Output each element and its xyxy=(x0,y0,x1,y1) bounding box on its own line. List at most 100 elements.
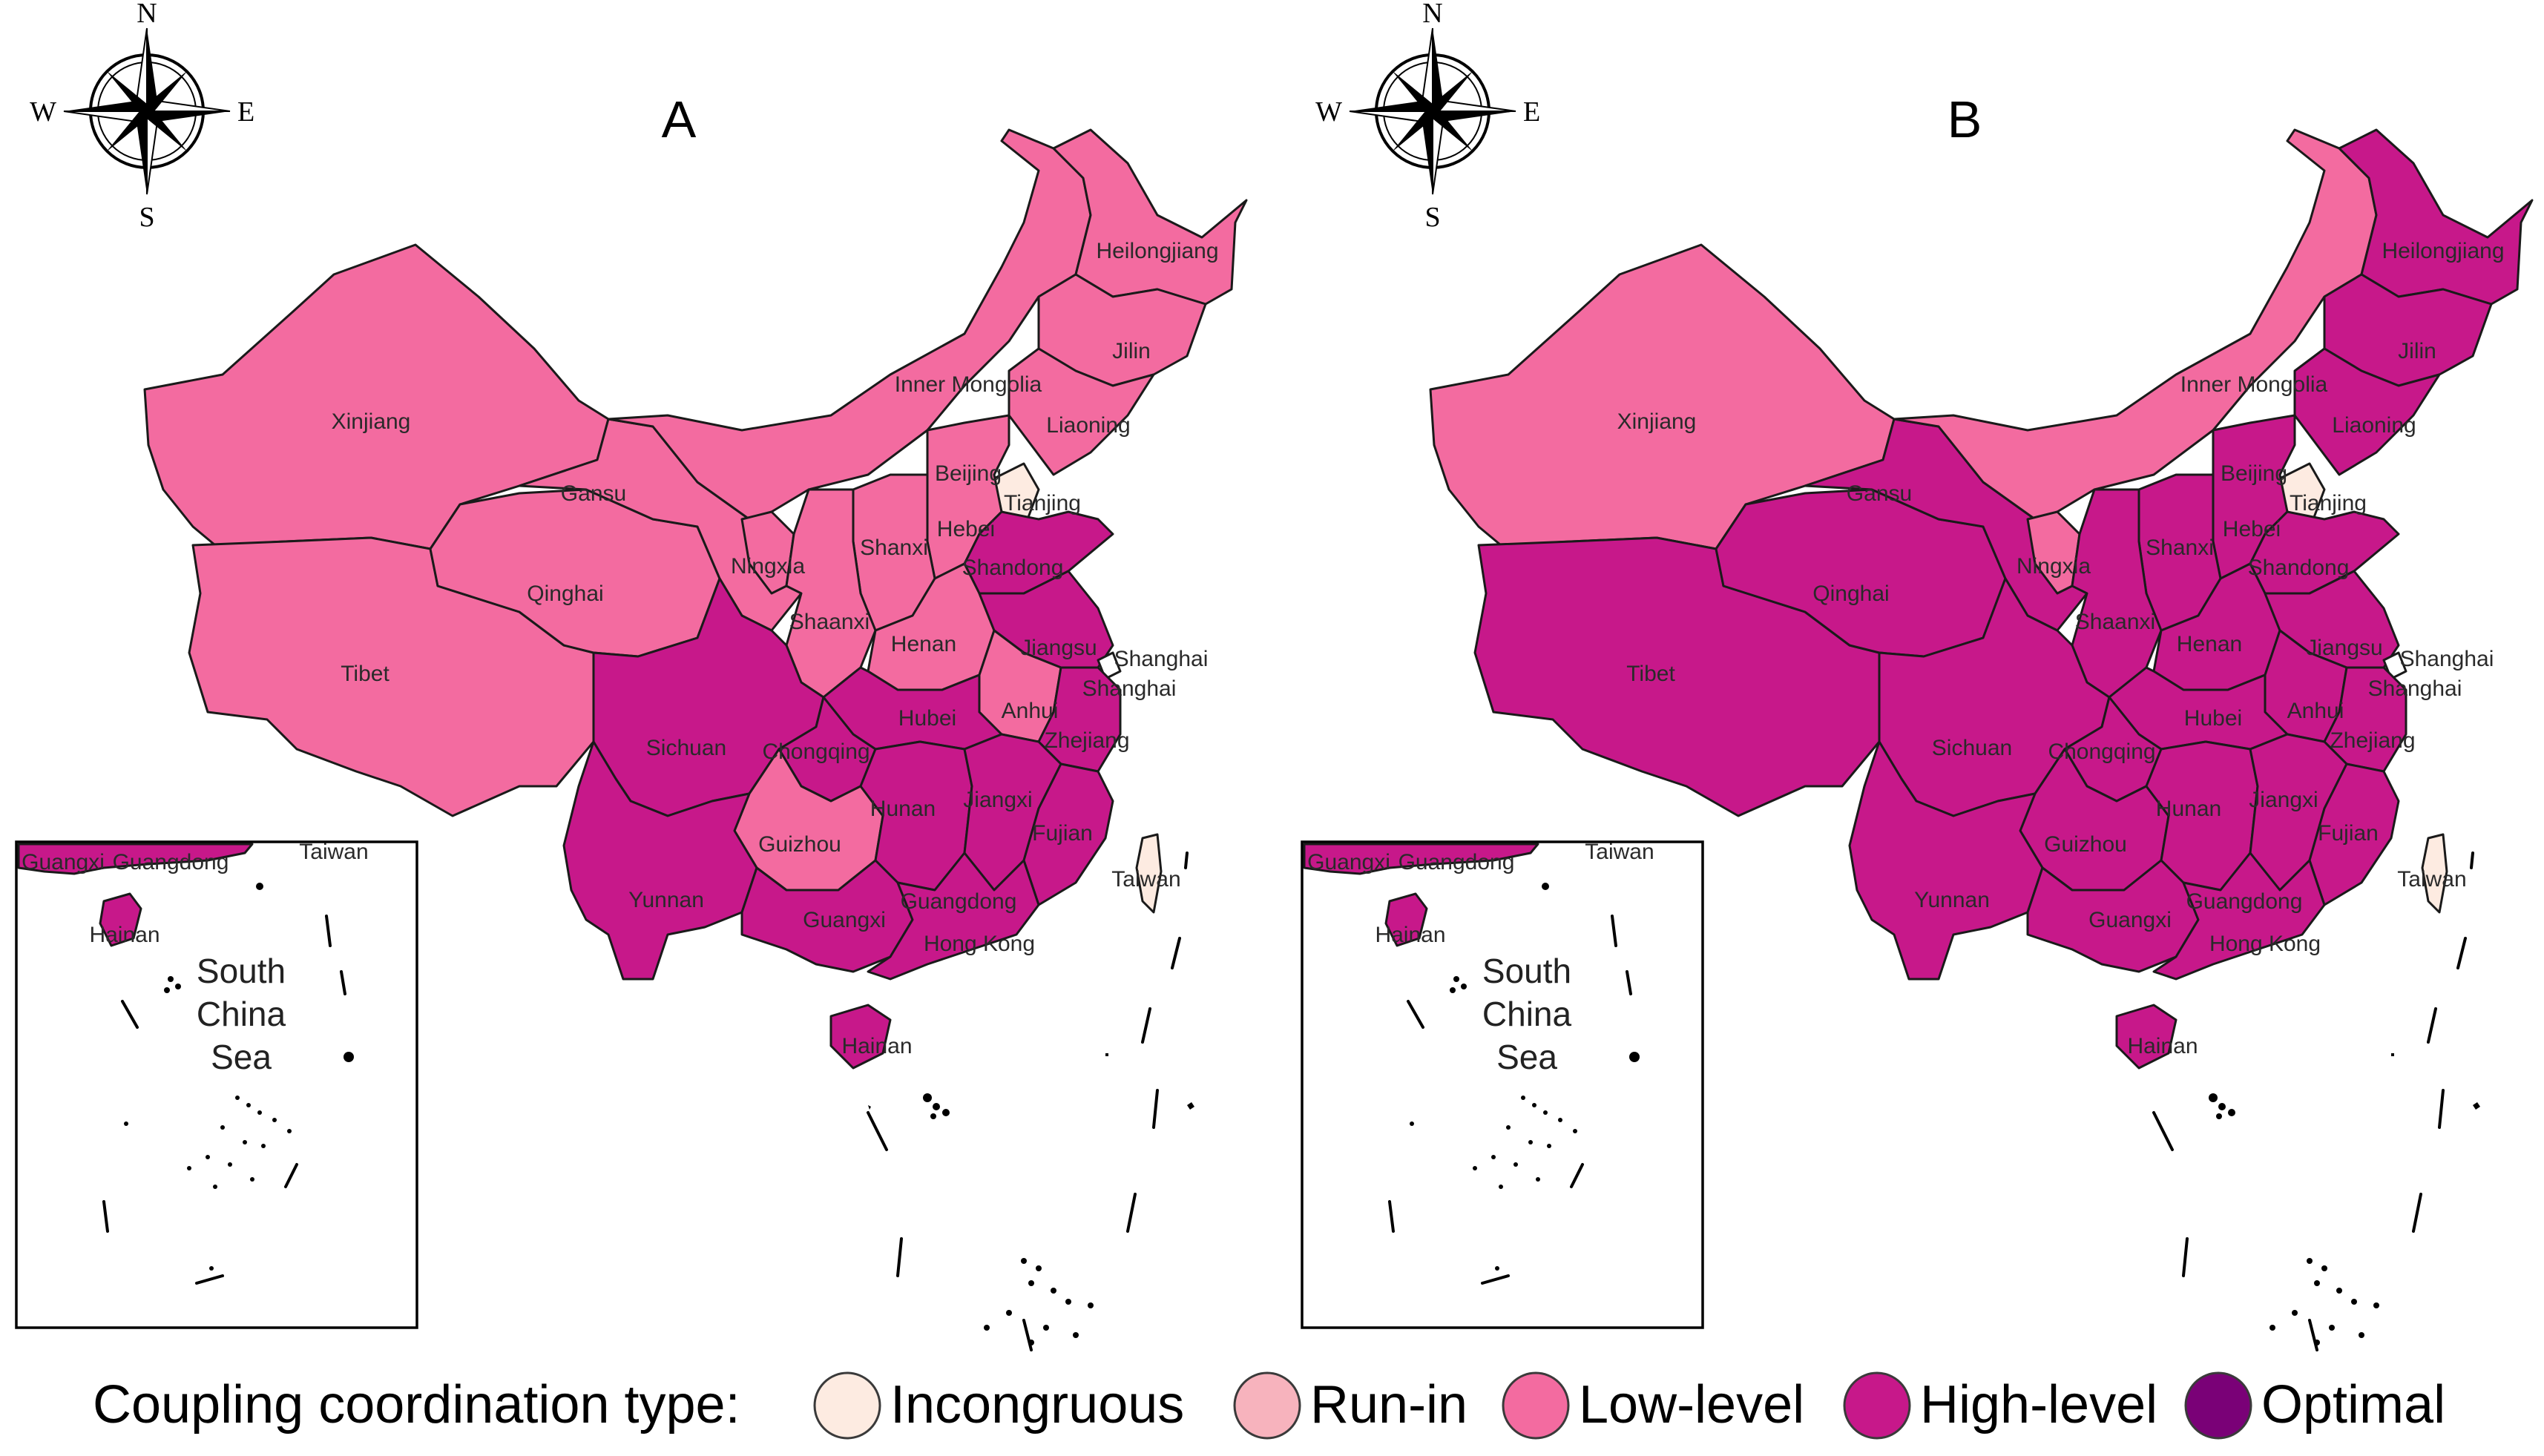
label-jiangsu: Jiangsu xyxy=(2306,636,2382,660)
label-shanxi: Shanxi xyxy=(860,536,928,560)
label-anhui: Anhui xyxy=(1002,699,1059,723)
region-labels: Heilongjiang Jilin Inner Mongolia Liaoni… xyxy=(332,239,1219,1058)
label-jiangsu: Jiangsu xyxy=(1020,636,1097,660)
label-ningxia: Ningxia xyxy=(2017,554,2091,579)
label-shanxi: Shanxi xyxy=(2146,536,2214,560)
label-shandong: Shandong xyxy=(962,556,1064,580)
map-panel-a: N S E W A xyxy=(15,0,1248,1351)
compass-s: S xyxy=(139,202,154,233)
inset-label-guangdong: Guangdong xyxy=(113,850,229,874)
region-taiwan xyxy=(1135,833,1163,914)
inset-hainan xyxy=(99,892,142,947)
label-shanghai-2: Shanghai xyxy=(2368,676,2462,701)
label-chongqing: Chongqing xyxy=(762,739,870,764)
legend-label-high-level: High-level xyxy=(1920,1375,2157,1434)
compass-n: N xyxy=(137,0,157,29)
inset-label-guangxi: Guangxi xyxy=(22,850,105,874)
legend-swatch-optimal xyxy=(2184,1371,2252,1440)
panel-letter: A xyxy=(662,90,697,148)
label-sichuan: Sichuan xyxy=(1932,736,2012,760)
label-hubei: Hubei xyxy=(898,706,956,731)
legend-swatch-incongruous xyxy=(813,1371,881,1440)
label-liaoning: Liaoning xyxy=(1046,413,1130,438)
legend-swatch-high-level xyxy=(1843,1371,1911,1440)
label-ningxia: Ningxia xyxy=(731,554,805,579)
region-liaoning xyxy=(2293,347,2441,476)
region-yunnan xyxy=(1848,740,2044,981)
label-gansu: Gansu xyxy=(1847,481,1912,506)
south-china-sea-inset: Guangxi Guangdong Taiwan Hainan South Ch… xyxy=(15,840,418,1329)
sea-boundary-dashes xyxy=(867,851,1194,1351)
legend: Coupling coordination type: Incongruous … xyxy=(93,1371,2445,1440)
region-liaoning xyxy=(1008,347,1155,476)
label-guangdong: Guangdong xyxy=(901,889,1017,914)
label-yunnan: Yunnan xyxy=(628,888,704,912)
label-hubei: Hubei xyxy=(2184,706,2242,731)
label-tianjin: Tianjing xyxy=(2290,491,2367,515)
label-hunan: Hunan xyxy=(870,797,936,821)
region-labels: Heilongjiang Jilin Inner Mongolia Liaoni… xyxy=(1617,239,2505,1058)
label-shaanxi: Shaanxi xyxy=(789,610,870,634)
legend-label-low-level: Low-level xyxy=(1579,1375,1804,1434)
label-hong-kong: Hong Kong xyxy=(924,932,1035,956)
label-hunan: Hunan xyxy=(2156,797,2221,821)
label-shaanxi: Shaanxi xyxy=(2075,610,2155,634)
label-hebei: Hebei xyxy=(2223,517,2281,541)
compass-e: E xyxy=(237,96,254,128)
label-qinghai: Qinghai xyxy=(527,582,603,606)
inset-sea-line-3: Sea xyxy=(1496,1038,1557,1076)
region-fujian xyxy=(1022,762,1114,906)
label-heilongjiang: Heilongjiang xyxy=(1096,239,1218,263)
label-taiwan: Taiwan xyxy=(1111,867,1180,892)
island-cluster-spratly xyxy=(984,1258,1094,1345)
label-xinjiang: Xinjiang xyxy=(1617,409,1697,434)
panel-letter: B xyxy=(1948,90,1982,148)
region-hainan xyxy=(829,1004,892,1070)
label-inner-mongolia: Inner Mongolia xyxy=(895,372,1042,397)
inset-sea-line-1: South xyxy=(1482,952,1571,990)
compass-rose-icon: N S E W xyxy=(1315,0,1540,233)
label-zhejiang: Zhejiang xyxy=(2330,728,2415,753)
sea-boundary-dashes xyxy=(2152,851,2480,1351)
label-tianjin: Tianjing xyxy=(1004,491,1081,515)
label-jilin: Jilin xyxy=(2398,339,2436,363)
label-hebei: Hebei xyxy=(937,517,995,541)
inset-sea-line-2: China xyxy=(197,995,286,1033)
label-anhui: Anhui xyxy=(2287,699,2344,723)
label-jiangxi: Jiangxi xyxy=(2249,788,2318,812)
inset-frame xyxy=(1301,840,1704,1329)
label-liaoning: Liaoning xyxy=(2332,413,2416,438)
inset-hainan xyxy=(1384,892,1428,947)
province-regions xyxy=(1429,128,2534,1070)
label-guangxi: Guangxi xyxy=(2088,908,2172,932)
label-xinjiang: Xinjiang xyxy=(332,409,411,434)
label-taiwan: Taiwan xyxy=(2397,867,2466,892)
label-jiangxi: Jiangxi xyxy=(963,788,1032,812)
label-fujian: Fujian xyxy=(2318,821,2379,846)
inset-label-hainan: Hainan xyxy=(1375,923,1445,947)
label-sichuan: Sichuan xyxy=(646,736,726,760)
legend-label-run-in: Run-in xyxy=(1310,1375,1467,1434)
label-guizhou: Guizhou xyxy=(2044,832,2127,857)
region-hainan xyxy=(2115,1004,2177,1070)
region-inner-mongolia xyxy=(1893,128,2378,521)
island-cluster-paracel xyxy=(923,1093,950,1119)
label-guangxi: Guangxi xyxy=(803,908,886,932)
label-shanghai-1: Shanghai xyxy=(2400,647,2494,671)
compass-rose-icon: N S E W xyxy=(30,0,254,233)
province-regions xyxy=(143,128,1248,1070)
region-heilongjiang xyxy=(2338,128,2534,306)
inset-sea-line-2: China xyxy=(1482,995,1572,1033)
region-yunnan xyxy=(562,740,758,981)
label-fujian: Fujian xyxy=(1032,821,1093,846)
compass-n: N xyxy=(1422,0,1442,29)
island-cluster-paracel xyxy=(2209,1093,2235,1119)
label-chongqing: Chongqing xyxy=(2048,739,2155,764)
label-gansu: Gansu xyxy=(561,481,626,506)
region-fujian xyxy=(2308,762,2400,906)
legend-label-incongruous: Incongruous xyxy=(890,1375,1184,1434)
region-guangdong xyxy=(867,851,1040,981)
region-heilongjiang xyxy=(1052,128,1248,306)
label-yunnan: Yunnan xyxy=(1914,888,1990,912)
